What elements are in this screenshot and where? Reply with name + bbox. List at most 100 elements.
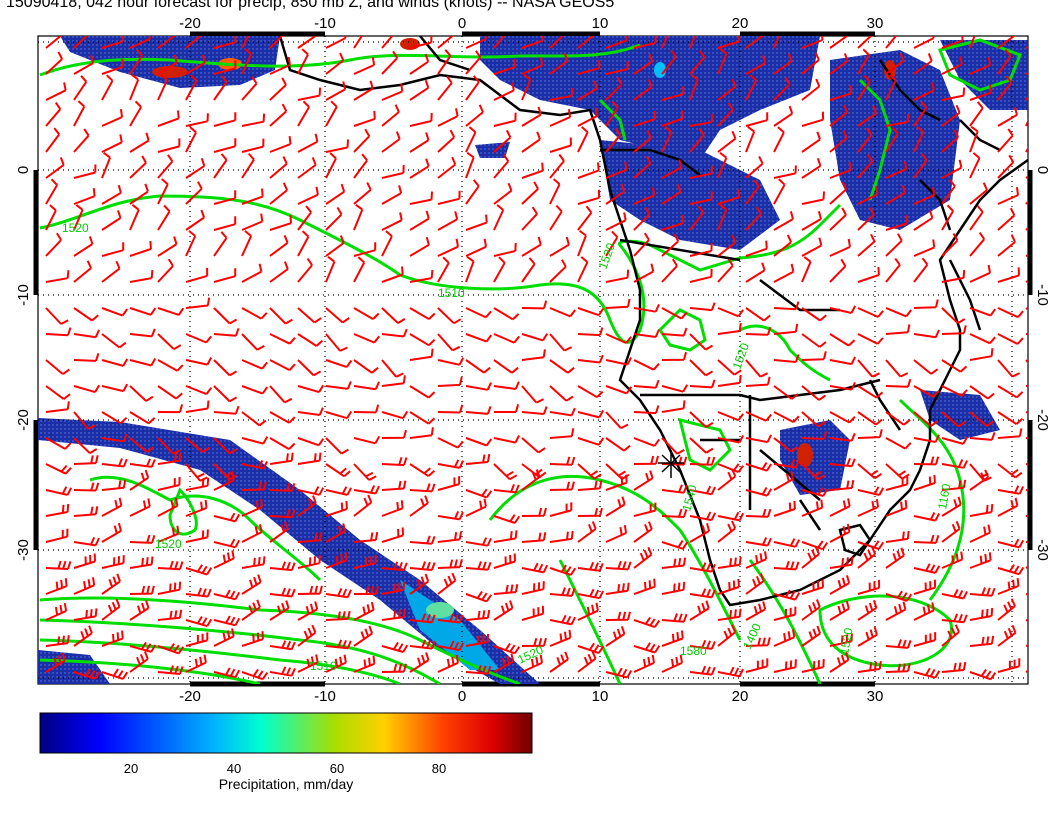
- wind-barb: [101, 383, 129, 393]
- wind-barb: [969, 101, 984, 127]
- wind-barb: [297, 384, 325, 394]
- wind-barb: [129, 240, 152, 257]
- wind-barb: [549, 153, 565, 179]
- wind-barb: [185, 54, 206, 75]
- wind-barb: [633, 642, 661, 654]
- wind-barb: [129, 49, 144, 75]
- wind-barb: [325, 410, 353, 420]
- wind-barb: [885, 411, 911, 426]
- wind-barb: [857, 154, 874, 179]
- wind-barb: [885, 36, 898, 49]
- wind-barb: [101, 152, 112, 179]
- wind-barb: [633, 155, 652, 179]
- wind-barb: [353, 110, 376, 127]
- wind-barb: [633, 437, 661, 447]
- wind-barb: [45, 327, 72, 337]
- wind-barb: [269, 600, 290, 621]
- wind-barb: [633, 111, 656, 127]
- wind-barb: [885, 324, 911, 335]
- wind-barb: [409, 463, 436, 477]
- wind-barb: [381, 456, 408, 467]
- wind-barb: [913, 434, 940, 443]
- wind-barb: [745, 486, 773, 497]
- wind-barb: [605, 333, 632, 344]
- wind-barb: [297, 205, 312, 231]
- wind-barb: [969, 524, 991, 543]
- wind-barb: [1025, 359, 1028, 364]
- wind-barb: [45, 359, 70, 375]
- wind-barb: [605, 298, 631, 309]
- wind-barb: [717, 374, 742, 387]
- wind-barb: [465, 75, 480, 101]
- wind-barb: [633, 79, 653, 101]
- wind-barb: [465, 537, 492, 547]
- wind-barb: [101, 210, 122, 231]
- wind-barb: [801, 256, 812, 283]
- wind-barb: [521, 333, 549, 342]
- wind-barb: [45, 560, 72, 570]
- wind-barb: [829, 85, 852, 101]
- wind-barb: [605, 128, 622, 153]
- wind-barb: [353, 153, 368, 179]
- wind-barb: [73, 455, 99, 465]
- wind-barb: [829, 651, 850, 673]
- wind-barb: [773, 234, 793, 257]
- wind-barb: [717, 204, 728, 231]
- wind-barb: [689, 333, 714, 351]
- lat-label: -20: [1034, 409, 1051, 431]
- wind-barb: [465, 382, 493, 391]
- wind-barb: [409, 333, 436, 347]
- wind-barb: [157, 236, 178, 257]
- wind-barb: [297, 624, 317, 647]
- lon-label: 20: [732, 688, 749, 705]
- wind-barb: [997, 624, 1017, 647]
- wind-barb: [185, 385, 213, 396]
- wind-barb: [549, 307, 576, 318]
- wind-barbs: [45, 36, 1028, 681]
- wind-barb: [801, 307, 827, 322]
- wind-barb: [409, 385, 436, 399]
- map-title: 15090418, 042 hour forecast for precip, …: [6, 0, 615, 11]
- wind-barb: [381, 641, 409, 653]
- wind-barb: [549, 629, 572, 647]
- wind-barb: [409, 191, 433, 205]
- wind-barb: [465, 151, 475, 179]
- wind-barb: [101, 458, 128, 468]
- wind-barb: [297, 230, 310, 257]
- wind-barb: [465, 104, 484, 127]
- wind-barb: [773, 629, 796, 647]
- wind-barb: [101, 58, 124, 75]
- wind-barb: [829, 523, 851, 543]
- wind-barb: [73, 55, 95, 75]
- wind-barb: [661, 540, 689, 550]
- wind-barb: [689, 665, 716, 676]
- wind-barb: [801, 579, 824, 595]
- wind-barb: [689, 191, 713, 205]
- wind-barb: [45, 401, 70, 413]
- wind-barb: [801, 333, 827, 348]
- wind-barb: [381, 527, 404, 543]
- wind-barb: [45, 635, 70, 647]
- wind-barb: [129, 534, 156, 544]
- wind-barb: [129, 385, 154, 402]
- wind-barb: [381, 480, 407, 491]
- wind-barb: [577, 642, 605, 655]
- wind-barb: [577, 229, 587, 257]
- wind-barb: [73, 506, 99, 517]
- wind-barb: [213, 615, 241, 627]
- contour-labels: 1520 1510 1520 1520 1540 1520 1510 1520 …: [62, 221, 953, 673]
- wind-barb: [745, 307, 771, 322]
- wind-barb: [241, 307, 268, 320]
- wind-barb: [549, 204, 563, 231]
- wind-barb: [997, 538, 1025, 549]
- wind-barb: [353, 435, 381, 445]
- wind-barb: [829, 36, 849, 49]
- wind-barb: [269, 359, 296, 371]
- wind-barb: [381, 83, 404, 101]
- wind-barb: [773, 411, 800, 423]
- wind-barb: [325, 307, 350, 324]
- wind-barb: [577, 327, 604, 337]
- wind-barb: [353, 256, 366, 283]
- wind-barb: [549, 456, 576, 466]
